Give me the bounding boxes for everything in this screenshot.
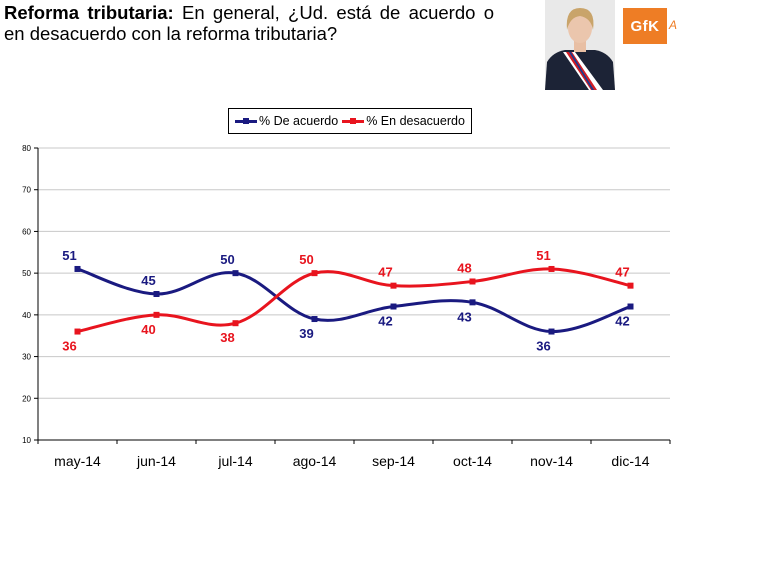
data-label-1: 51 [536, 248, 550, 263]
x-tick-label: ago-14 [293, 453, 337, 469]
data-label-0: 51 [62, 248, 76, 263]
y-tick-label: 50 [22, 269, 31, 278]
legend-swatch-acuerdo [235, 117, 257, 125]
data-point-1 [548, 265, 555, 272]
data-point-0 [390, 303, 397, 310]
x-tick-label: nov-14 [530, 453, 573, 469]
data-label-1: 48 [457, 260, 471, 275]
data-point-1 [232, 320, 239, 327]
data-point-1 [469, 278, 476, 285]
x-tick-label: jun-14 [136, 453, 176, 469]
data-point-0 [548, 328, 555, 335]
series-line-0 [77, 267, 631, 334]
data-point-1 [311, 270, 318, 277]
legend-swatch-desacuerdo [342, 117, 365, 125]
data-label-1: 47 [378, 265, 392, 280]
legend-label-desacuerdo: % En desacuerdo [366, 114, 465, 128]
data-label-0: 39 [299, 326, 313, 341]
data-point-0 [311, 316, 318, 323]
data-label-0: 45 [141, 273, 155, 288]
y-tick-label: 80 [22, 144, 31, 153]
data-label-0: 43 [457, 309, 471, 324]
data-point-0 [153, 291, 160, 297]
y-tick-label: 10 [22, 436, 31, 445]
y-tick-label: 70 [22, 186, 31, 195]
x-tick-label: may-14 [54, 453, 101, 469]
data-label-1: 47 [615, 265, 629, 280]
data-label-1: 36 [62, 339, 76, 354]
data-point-0 [627, 303, 634, 310]
question-title: Reforma tributaria: [4, 2, 174, 23]
y-tick-label: 40 [22, 311, 31, 320]
data-label-0: 36 [536, 339, 550, 354]
data-point-1 [627, 282, 634, 289]
data-label-0: 50 [220, 252, 234, 267]
chart-question: Reforma tributaria: En general, ¿Ud. est… [4, 2, 494, 44]
y-tick-label: 30 [22, 353, 31, 362]
legend-item-desacuerdo: % En desacuerdo [342, 114, 465, 128]
legend-item-acuerdo: % De acuerdo [235, 114, 338, 128]
data-label-1: 50 [299, 252, 313, 267]
data-label-1: 40 [141, 322, 155, 337]
data-point-1 [390, 282, 397, 289]
data-point-0 [74, 265, 81, 272]
data-point-1 [153, 311, 160, 318]
y-tick-label: 20 [22, 394, 31, 403]
data-point-0 [232, 270, 239, 277]
gfk-logo-mark: GfK [623, 8, 667, 44]
data-label-1: 38 [220, 330, 234, 345]
portrait-photo [545, 0, 615, 90]
x-tick-label: jul-14 [217, 453, 252, 469]
y-tick-label: 60 [22, 227, 31, 236]
question-text: En general, ¿Ud. está de acuerdo o en de… [4, 2, 494, 44]
data-label-0: 42 [615, 314, 629, 329]
chart-legend: % De acuerdo % En desacuerdo [228, 108, 472, 134]
x-tick-label: sep-14 [372, 453, 415, 469]
x-tick-label: dic-14 [611, 453, 649, 469]
data-label-0: 42 [378, 314, 392, 329]
data-point-1 [74, 328, 81, 335]
x-tick-label: oct-14 [453, 453, 492, 469]
series-line-1 [77, 267, 631, 334]
line-chart: 10 20 30 40 50 60 70 80 may-14 jun-14 jul-14 ago-14… [22, 144, 671, 469]
data-point-0 [469, 299, 476, 306]
gfk-logo-tail: A [669, 18, 678, 32]
legend-label-acuerdo: % De acuerdo [259, 114, 339, 128]
